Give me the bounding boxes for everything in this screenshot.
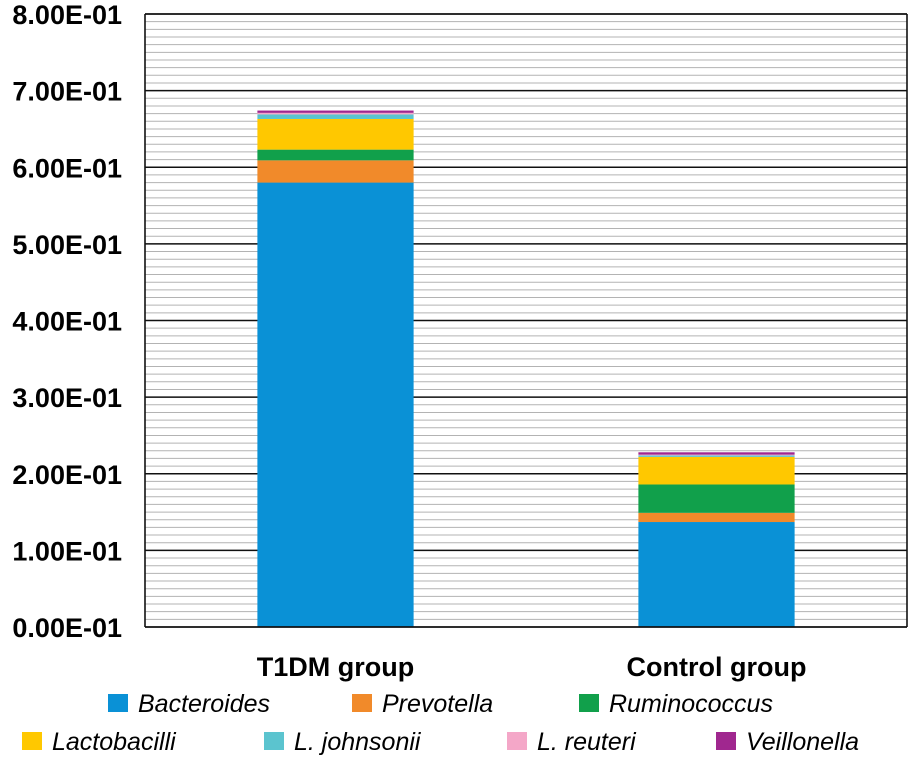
x-category-labels: T1DM group Control group [257, 652, 807, 682]
legend-label-bacteroides: Bacteroides [138, 690, 270, 718]
legend-label-prevotella: Prevotella [382, 690, 493, 718]
legend-label-l-johnsonii: L. johnsonii [294, 728, 422, 756]
bar-segment-bacteroides [638, 522, 795, 627]
legend-swatch-l-johnsonii [264, 732, 284, 750]
bar-segment-lactobacilli [638, 456, 795, 485]
y-tick-label: 2.00E-01 [12, 460, 122, 490]
y-tick-label: 1.00E-01 [12, 536, 122, 566]
legend-label-lactobacilli: Lactobacilli [52, 728, 177, 756]
bar-segment-veillonella [257, 110, 414, 113]
legend-swatch-l-reuteri [507, 732, 527, 750]
legend-swatch-bacteroides [108, 694, 128, 712]
bars [257, 110, 795, 627]
y-tick-label: 4.00E-01 [12, 307, 122, 337]
legend-swatch-lactobacilli [22, 732, 42, 750]
legend-label-veillonella: Veillonella [746, 728, 859, 756]
axes [144, 13, 908, 628]
y-tick-label: 3.00E-01 [12, 383, 122, 413]
bar-segment-l-reuteri [638, 454, 795, 456]
legend-label-l-reuteri: L. reuteri [537, 728, 637, 756]
bar-segment-lactobacilli [257, 118, 414, 150]
bar-segment-l-johnsonii [638, 455, 795, 457]
y-tick-label: 8.00E-01 [12, 0, 122, 30]
bar-segment-l-johnsonii [257, 114, 414, 119]
bar-segment-prevotella [638, 512, 795, 523]
bar-segment-ruminococcus [638, 484, 795, 513]
x-category-label: T1DM group [257, 652, 414, 682]
x-category-label: Control group [627, 652, 807, 682]
bar-segment-l-reuteri [257, 112, 414, 115]
bar-segment-veillonella [638, 452, 795, 455]
bar-segment-prevotella [257, 160, 414, 183]
y-tick-labels: 0.00E-01 1.00E-01 2.00E-01 3.00E-01 4.00E-01… [12, 0, 122, 643]
y-tick-label: 6.00E-01 [12, 153, 122, 183]
y-tick-label: 0.00E-01 [12, 613, 122, 643]
legend-swatch-veillonella [716, 732, 736, 750]
legend-swatch-prevotella [352, 694, 372, 712]
bar-segment-bacteroides [257, 182, 414, 627]
y-tick-label: 5.00E-01 [12, 230, 122, 260]
bar-segment-ruminococcus [257, 149, 414, 161]
legend-label-ruminococcus: Ruminococcus [609, 690, 773, 718]
y-tick-label: 7.00E-01 [12, 77, 122, 107]
legend-swatch-ruminococcus [579, 694, 599, 712]
legend: Bacteroides Prevotella Ruminococcus Lactoba… [22, 690, 859, 756]
